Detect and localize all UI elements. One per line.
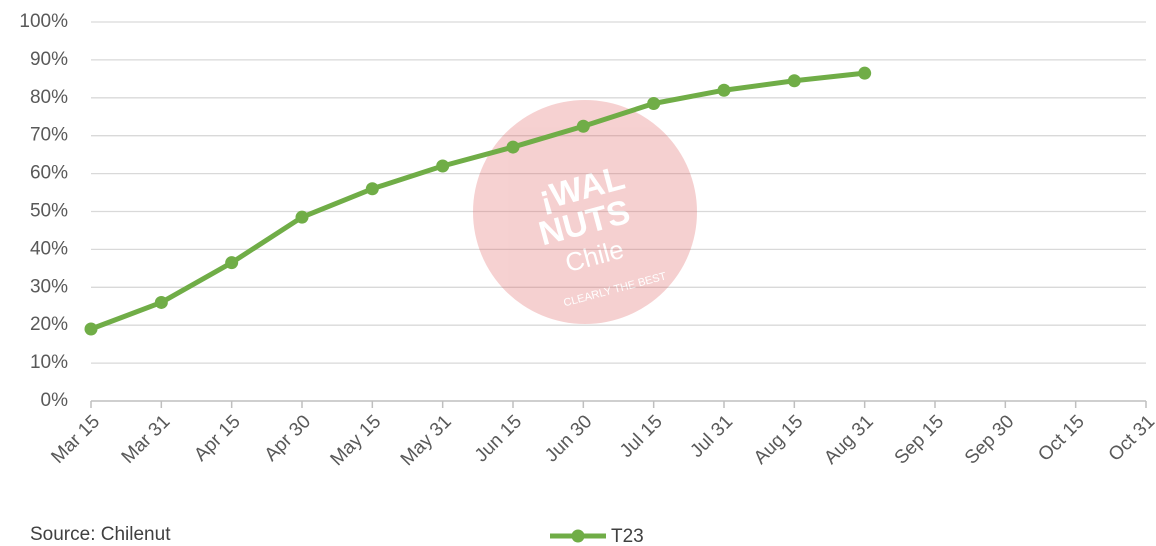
watermark: ¡WAL NUTS Chile CLEARLY THE BEST bbox=[473, 100, 697, 324]
y-tick-label: 20% bbox=[30, 314, 68, 335]
y-tick-label: 90% bbox=[30, 49, 68, 70]
data-point bbox=[506, 140, 520, 154]
series-line bbox=[90, 70, 865, 332]
y-tick-label: 40% bbox=[30, 238, 68, 259]
x-tick-label: Mar 15 bbox=[47, 411, 104, 468]
x-tick-label: Oct 31 bbox=[1105, 411, 1156, 465]
y-tick-label: 0% bbox=[41, 390, 69, 411]
data-point bbox=[787, 74, 801, 88]
watermark-circle bbox=[473, 100, 697, 324]
data-point bbox=[84, 322, 98, 336]
y-tick-label: 60% bbox=[30, 163, 68, 184]
y-tick-label: 80% bbox=[30, 87, 68, 108]
x-tick-label: May 15 bbox=[327, 411, 386, 470]
data-point bbox=[295, 210, 309, 224]
y-tick-label: 10% bbox=[30, 352, 68, 373]
x-tick-label: Sep 15 bbox=[891, 411, 948, 468]
x-tick-label: Sep 30 bbox=[961, 411, 1018, 468]
x-tick-label: Oct 15 bbox=[1034, 411, 1088, 465]
x-tick-label: May 31 bbox=[397, 411, 456, 470]
data-point bbox=[436, 159, 450, 173]
x-tick-label: Apr 15 bbox=[190, 411, 244, 465]
data-point bbox=[576, 119, 590, 133]
x-tick-label: Aug 15 bbox=[750, 411, 807, 468]
y-tick-label: 30% bbox=[30, 276, 68, 297]
data-point bbox=[225, 256, 239, 270]
legend-label: T23 bbox=[611, 526, 644, 546]
x-tick-label: Apr 30 bbox=[261, 411, 315, 465]
x-tick-label: Mar 31 bbox=[118, 411, 175, 468]
x-tick-label: Jul 31 bbox=[686, 411, 737, 462]
x-tick-label: Aug 31 bbox=[820, 411, 877, 468]
x-tick-label: Jul 15 bbox=[616, 411, 667, 462]
data-point bbox=[717, 83, 731, 97]
x-tick-label: Jun 30 bbox=[541, 411, 596, 466]
data-point bbox=[647, 96, 661, 110]
data-point bbox=[365, 182, 379, 196]
x-tick-label: Jun 15 bbox=[471, 411, 526, 466]
data-point bbox=[858, 66, 872, 80]
y-tick-label: 50% bbox=[30, 201, 68, 222]
source-note: Source: Chilenut bbox=[30, 524, 171, 545]
y-tick-label: 100% bbox=[19, 11, 68, 32]
legend-marker bbox=[571, 529, 585, 543]
y-tick-label: 70% bbox=[30, 125, 68, 146]
data-point bbox=[154, 295, 168, 309]
